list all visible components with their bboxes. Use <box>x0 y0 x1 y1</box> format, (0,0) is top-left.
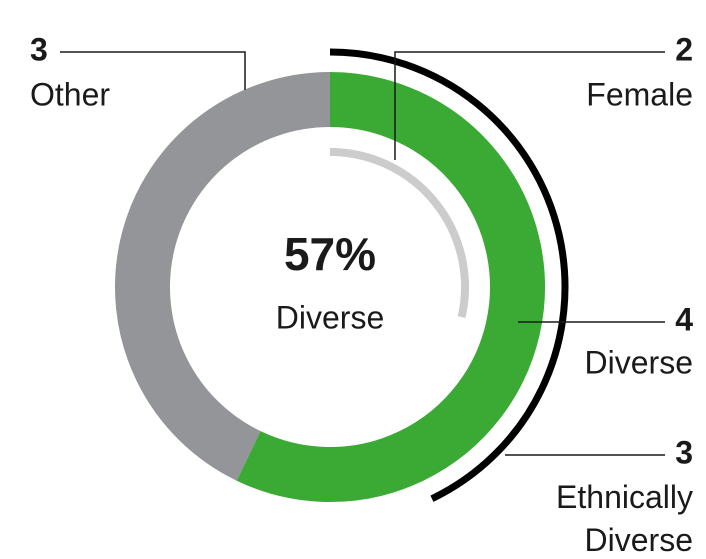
value-label: 2 <box>675 31 693 67</box>
donut-slice <box>236 72 545 502</box>
center-text: Diverse <box>276 299 384 335</box>
center-value: 57% <box>284 228 376 280</box>
overlay-arc <box>329 148 469 318</box>
value-label: 3 <box>675 434 693 470</box>
overlay-arc <box>329 48 569 502</box>
value-label: 3 <box>30 31 48 67</box>
leader-line <box>60 51 246 90</box>
value-label: 4 <box>675 301 693 337</box>
label: Female <box>586 76 693 112</box>
label: Ethnically Diverse <box>556 479 693 558</box>
label: Diverse <box>585 344 693 380</box>
donut-slice <box>115 72 331 481</box>
leader-line <box>394 51 665 160</box>
label: Other <box>30 76 110 112</box>
